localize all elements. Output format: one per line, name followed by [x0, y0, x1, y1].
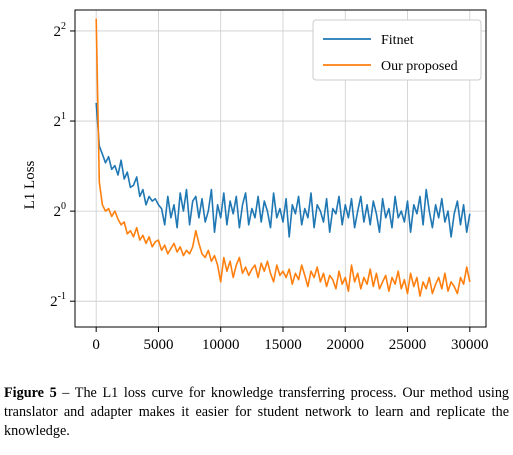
legend-label: Our proposed	[381, 59, 458, 74]
x-tick-label: 20000	[327, 337, 365, 353]
caption-text: – The L1 loss curve for knowledge transf…	[4, 385, 509, 439]
y-tick-label: 20	[54, 201, 67, 220]
series-layer	[95, 18, 471, 297]
x-tick-label: 15000	[264, 337, 302, 353]
x-tick-label: 25000	[389, 337, 427, 353]
y-tick-label: 21	[54, 111, 67, 130]
l1-loss-chart: 0 5000 10000 15000 20000 25000 300002-1202122 …	[22, 9, 489, 353]
series-line-fitnet	[95, 102, 471, 238]
y-tick-label: 22	[54, 21, 67, 40]
x-tick-label: 30000	[451, 337, 489, 353]
y-axis-label: L1 Loss	[22, 160, 38, 209]
figure-caption: Figure 5 – The L1 loss curve for knowled…	[4, 384, 509, 441]
y-tick-label: 2-1	[50, 291, 66, 310]
x-tick-label: 0	[92, 337, 100, 353]
legend: Fitnet Our proposed	[312, 19, 482, 81]
x-tick-label: 5000	[143, 337, 173, 353]
caption-label: Figure 5	[4, 385, 57, 401]
series-line-our-proposed	[95, 18, 471, 297]
axis-ticks: 0 5000 10000 15000 20000 25000 30000 2-1 20 21 22	[50, 21, 488, 353]
x-tick-label: 10000	[202, 337, 240, 353]
plot-frame	[74, 9, 487, 328]
legend-label: Fitnet	[381, 33, 414, 48]
